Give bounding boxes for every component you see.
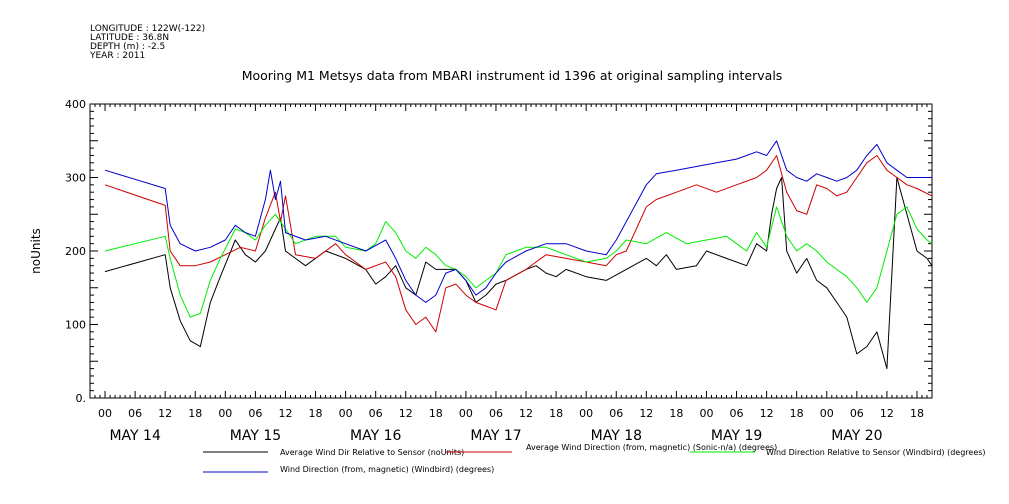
x-tick-label: 18 [429, 407, 443, 420]
y-tick-label: 0. [76, 392, 87, 405]
x-tick-label: 00 [820, 407, 834, 420]
legend-label-4: Wind Direction (from, magnetic) (Windbir… [280, 465, 494, 474]
x-tick-label: 12 [278, 407, 292, 420]
x-tick-label: 12 [158, 407, 172, 420]
x-tick-label: 06 [248, 407, 262, 420]
latitude-label: LATITUDE : 36.8N [90, 33, 170, 43]
day-label: MAY 15 [230, 428, 281, 444]
y-axis-label: noUnits [29, 228, 43, 274]
x-tick-label: 00 [699, 407, 713, 420]
depth-label: DEPTH (m) : -2.5 [90, 42, 166, 52]
legend: Average Wind Dir Relative to Sensor (noU… [203, 443, 986, 474]
x-tick-label: 06 [730, 407, 744, 420]
plot-frame [89, 103, 933, 399]
longitude-label: LONGITUDE : 122W(-122) [90, 24, 206, 34]
x-tick-label: 18 [549, 407, 563, 420]
x-tick-label: 00 [339, 407, 353, 420]
legend-label-2: Average Wind Direction (from, magnetic) … [526, 443, 777, 452]
x-tick-label: 06 [489, 407, 503, 420]
x-tick-label: 06 [850, 407, 864, 420]
legend-label-3: Wind Direction Relative to Sensor (Windb… [766, 448, 986, 457]
x-tick-label: 18 [188, 407, 202, 420]
x-tick-label: 12 [399, 407, 413, 420]
x-tick-label: 12 [760, 407, 774, 420]
series-line-1 [104, 177, 933, 370]
year-label: YEAR : 2011 [90, 51, 146, 61]
day-label: MAY 18 [591, 428, 642, 444]
x-tick-label: 00 [98, 407, 112, 420]
x-tick-label: 06 [369, 407, 383, 420]
y-tick-label: 100 [65, 319, 86, 332]
x-tick-label: 18 [669, 407, 683, 420]
axes: 0. 100 200 300 400 00 06 12 18 00 06 12 18 00 06 12 18 00… [65, 98, 933, 444]
series-line-4 [104, 140, 932, 303]
series-layer [104, 140, 933, 370]
x-tick-label: 06 [609, 407, 623, 420]
x-tick-label: 18 [910, 407, 924, 420]
x-tick-label: 00 [459, 407, 473, 420]
day-label: MAY 19 [711, 428, 762, 444]
y-tick-label: 300 [65, 172, 86, 185]
series-line-3 [104, 206, 933, 318]
series-line-2 [104, 155, 933, 333]
y-tick-label: 400 [65, 98, 86, 111]
x-tick-label: 00 [579, 407, 593, 420]
x-tick-label: 12 [880, 407, 894, 420]
y-tick-label: 200 [65, 245, 86, 258]
chart-title: Mooring M1 Metsys data from MBARI instru… [242, 68, 783, 83]
day-label: MAY 20 [831, 428, 882, 444]
day-label: MAY 16 [350, 428, 401, 444]
x-tick-label: 18 [790, 407, 804, 420]
x-tick-label: 06 [128, 407, 142, 420]
x-tick-label: 12 [639, 407, 653, 420]
x-tick-label: 12 [519, 407, 533, 420]
day-label: MAY 17 [470, 428, 521, 444]
legend-label-1: Average Wind Dir Relative to Sensor (noU… [280, 448, 464, 457]
day-label: MAY 14 [109, 428, 160, 444]
x-tick-label: 00 [218, 407, 232, 420]
x-tick-label: 18 [309, 407, 323, 420]
